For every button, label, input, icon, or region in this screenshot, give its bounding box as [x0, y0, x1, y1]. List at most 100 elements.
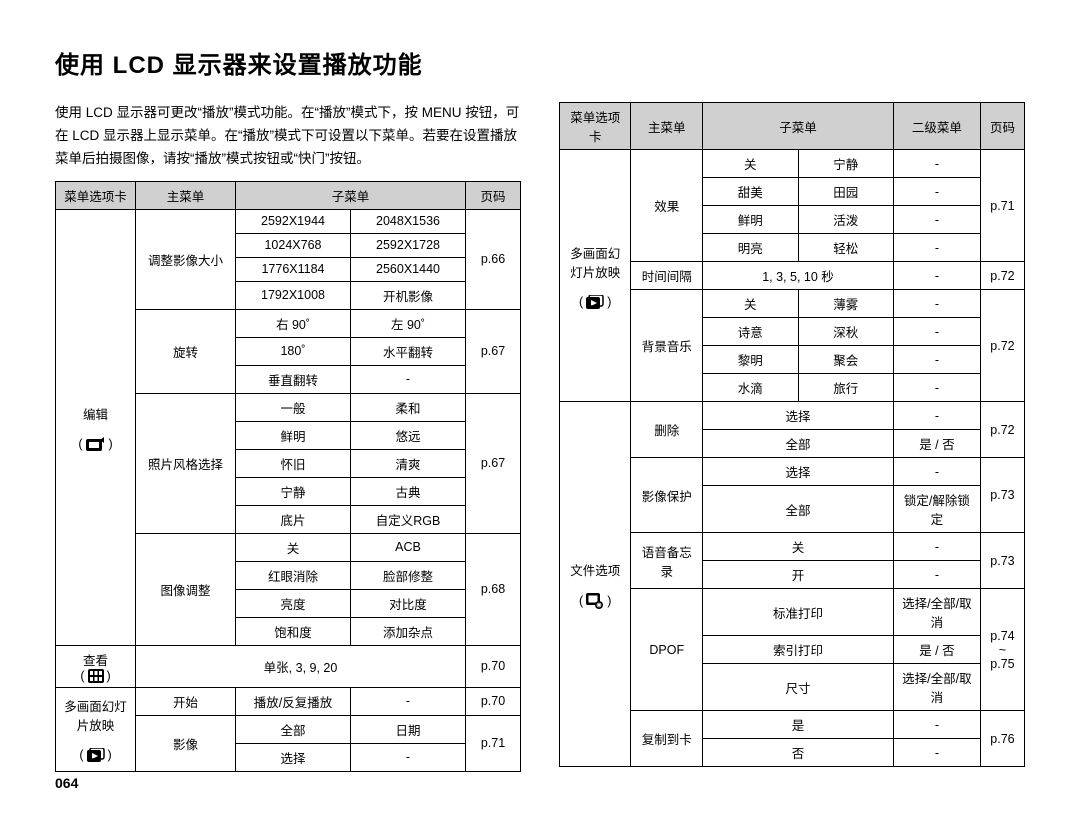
tab-cell-slideshow: 多画面幻灯片放映 ( ): [560, 150, 631, 402]
sub-cell: 播放/反复播放: [236, 687, 351, 715]
sub-cell: 索引打印: [703, 636, 894, 664]
sec-cell: -: [893, 561, 980, 589]
sub-cell: -: [351, 687, 466, 715]
table-row: 多画面幻灯片放映 ( ) 开始 播放/反复播放- p.70: [56, 687, 521, 715]
sub-cell: 2592X1728: [351, 233, 466, 257]
th-page: 页码: [466, 181, 521, 209]
page-title: 使用 LCD 显示器来设置播放功能: [55, 45, 1025, 80]
sub-cell: 选择: [236, 743, 351, 771]
page-cell: p.67: [466, 393, 521, 533]
th-main: 主菜单: [136, 181, 236, 209]
th-main: 主菜单: [631, 103, 703, 150]
main-adjust: 图像调整: [136, 533, 236, 645]
table-row: 编辑 ( ) 调整影像大小 2592X1944 2048X1536 p.66: [56, 209, 521, 233]
table-row: 查看 ( ) 单张, 3, 9, 20 p.70: [56, 645, 521, 687]
table-header-row: 菜单选项卡 主菜单 子菜单 页码: [56, 181, 521, 209]
sub-cell: 饱和度: [236, 617, 351, 645]
sub-cell: 日期: [351, 715, 466, 743]
tab-label: 多画面幻灯片放映: [570, 247, 620, 280]
sub-cell: 尺寸: [703, 664, 894, 711]
sub-cell: 关: [236, 533, 351, 561]
sub-cell: 甜美: [703, 178, 798, 206]
main-image: 影像: [136, 715, 236, 771]
sub-cell: 2592X1944: [236, 209, 351, 233]
sub-cell: 底片: [236, 505, 351, 533]
sec-cell: 是 / 否: [893, 636, 980, 664]
sec-cell: -: [893, 318, 980, 346]
sec-cell: 选择/全部/取消: [893, 589, 980, 636]
sub-cell: 轻松: [798, 234, 893, 262]
sec-cell: -: [893, 374, 980, 402]
main-delete: 删除: [631, 402, 703, 458]
sub-cell: 宁静: [798, 150, 893, 178]
sub-cell: 柔和: [351, 393, 466, 421]
sub-cell: 一般: [236, 393, 351, 421]
sub-cell: 选择: [703, 458, 894, 486]
left-column: 使用 LCD 显示器可更改“播放”模式功能。在“播放”模式下，按 MENU 按钮…: [55, 102, 521, 772]
page-cell: p.70: [466, 645, 521, 687]
page-cell: p.73: [980, 458, 1024, 533]
page-cell: p.72: [980, 262, 1024, 290]
sec-cell: -: [893, 739, 980, 767]
slideshow-icon: ( ): [579, 295, 611, 309]
main-bgm: 背景音乐: [631, 290, 703, 402]
sub-cell: -: [351, 743, 466, 771]
tab-label: 文件选项: [570, 564, 620, 578]
sub-cell: 宁静: [236, 477, 351, 505]
sec-cell: 选择/全部/取消: [893, 664, 980, 711]
tab-cell-fileoptions: 文件选项 ( ): [560, 402, 631, 767]
sub-cell: 脸部修整: [351, 561, 466, 589]
sub-cell: 对比度: [351, 589, 466, 617]
sec-cell: -: [893, 290, 980, 318]
sec-cell: -: [893, 711, 980, 739]
sub-cell: 自定义RGB: [351, 505, 466, 533]
left-menu-table: 菜单选项卡 主菜单 子菜单 页码 编辑 ( ) 调整影像大小 2592X1944…: [55, 181, 521, 772]
content-columns: 使用 LCD 显示器可更改“播放”模式功能。在“播放”模式下，按 MENU 按钮…: [55, 102, 1025, 772]
edit-icon: ( ): [78, 437, 112, 451]
sub-cell: -: [351, 365, 466, 393]
sec-cell: -: [893, 206, 980, 234]
main-style: 照片风格选择: [136, 393, 236, 533]
main-copy: 复制到卡: [631, 711, 703, 767]
main-effect: 效果: [631, 150, 703, 262]
sec-cell: -: [893, 262, 980, 290]
sec-cell: 锁定/解除锁定: [893, 486, 980, 533]
sub-cell: 标准打印: [703, 589, 894, 636]
sub-cell: 黎明: [703, 346, 798, 374]
page-cell: p.76: [980, 711, 1024, 767]
sub-cell: 亮度: [236, 589, 351, 617]
sec-cell: -: [893, 178, 980, 206]
right-column: 菜单选项卡 主菜单 子菜单 二级菜单 页码 多画面幻灯片放映 ( ) 效果 关宁…: [559, 102, 1025, 772]
sub-cell: 诗意: [703, 318, 798, 346]
sec-cell: -: [893, 402, 980, 430]
main-interval: 时间间隔: [631, 262, 703, 290]
sub-cell: 2048X1536: [351, 209, 466, 233]
main-rotate: 旋转: [136, 309, 236, 393]
page-cell: p.72: [980, 402, 1024, 458]
tab-cell-view: 查看 ( ): [56, 645, 136, 687]
sub-cell: 是: [703, 711, 894, 739]
tab-cell-edit: 编辑 ( ): [56, 209, 136, 645]
right-menu-table: 菜单选项卡 主菜单 子菜单 二级菜单 页码 多画面幻灯片放映 ( ) 效果 关宁…: [559, 102, 1025, 767]
sub-cell: 旅行: [798, 374, 893, 402]
sub-cell: 1024X768: [236, 233, 351, 257]
main-memo: 语音备忘录: [631, 533, 703, 589]
main-protect: 影像保护: [631, 458, 703, 533]
main-dpof: DPOF: [631, 589, 703, 711]
tab-label: 查看: [83, 654, 108, 668]
sub-cell: 1792X1008: [236, 281, 351, 309]
sub-cell: 活泼: [798, 206, 893, 234]
th-tab: 菜单选项卡: [56, 181, 136, 209]
sub-cell: 古典: [351, 477, 466, 505]
th-tab: 菜单选项卡: [560, 103, 631, 150]
page-cell: p.70: [466, 687, 521, 715]
sub-cell: 2560X1440: [351, 257, 466, 281]
sub-cell: 垂直翻转: [236, 365, 351, 393]
page-cell: p.71: [466, 715, 521, 771]
sec-cell: -: [893, 533, 980, 561]
sub-cell: 鲜明: [236, 421, 351, 449]
sub-cell: 全部: [703, 486, 894, 533]
grid-icon: ( ): [80, 669, 110, 683]
sub-cell: ACB: [351, 533, 466, 561]
th-sub: 子菜单: [703, 103, 894, 150]
